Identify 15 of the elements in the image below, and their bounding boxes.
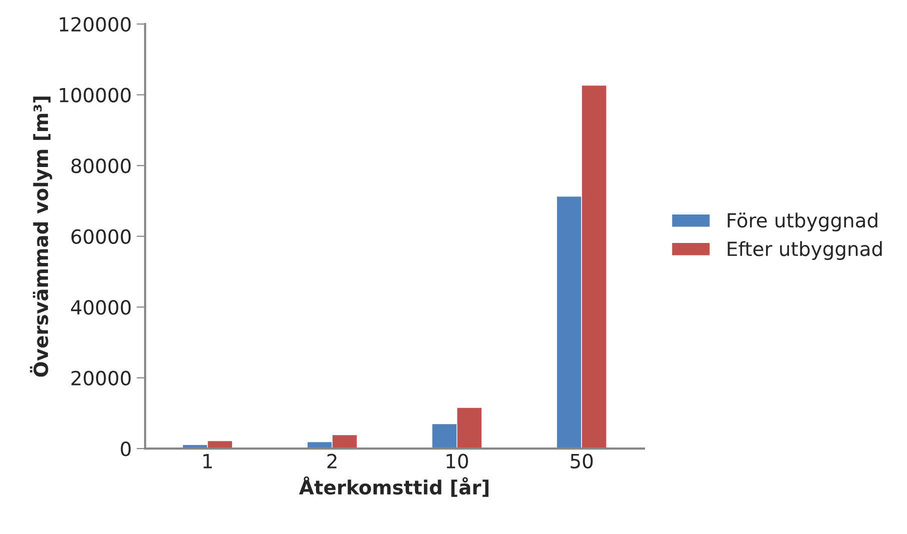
x-tick-label: 1 [203, 454, 212, 468]
y-tick-label: 20000 [71, 370, 131, 386]
x-tick-label: 2 [327, 454, 336, 468]
y-axis-title: Översvämmad volym [m³] [30, 96, 52, 377]
y-tick-label: 60000 [71, 229, 131, 244]
legend-label: Före utbyggnad [728, 212, 878, 232]
y-tick-label: 120000 [60, 16, 131, 32]
y-tick-label: 100000 [60, 88, 131, 102]
x-tick-label: 10 [446, 454, 468, 468]
x-tick-label: 50 [570, 454, 593, 468]
legend-label: Efter utbyggnad [728, 241, 882, 260]
y-tick-label: 80000 [71, 158, 131, 174]
y-tick-label: 0 [120, 442, 131, 456]
y-tick-label: 40000 [71, 300, 131, 315]
x-axis-title: Återkomsttid [år] [299, 476, 488, 497]
